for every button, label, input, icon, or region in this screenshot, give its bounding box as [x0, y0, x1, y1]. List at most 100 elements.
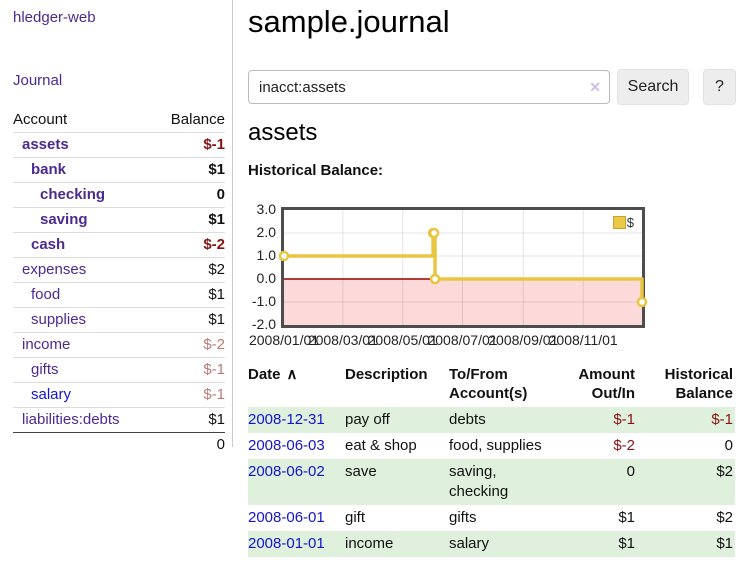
register-header-date[interactable]: Date ∧ — [248, 366, 298, 383]
account-row: bank $1 — [13, 157, 225, 183]
account-balance: $-1 — [153, 382, 225, 408]
transaction-amount: $-1 — [613, 411, 635, 428]
x-axis-tick-label: 2008/07/01 — [427, 332, 498, 348]
page-title: sample.journal — [248, 4, 450, 39]
account-balance: $1 — [153, 407, 225, 433]
account-balance: $1 — [153, 282, 225, 308]
transaction-description: income — [345, 535, 394, 552]
transaction-accounts: salary — [449, 535, 490, 552]
account-row: liabilities:debts $1 — [13, 407, 225, 433]
transaction-description: gift — [345, 509, 366, 526]
register-header-description: Description — [345, 366, 428, 383]
account-link[interactable]: assets — [22, 136, 69, 153]
accounts-total-value: 0 — [153, 432, 225, 457]
chart-legend: $ — [612, 215, 634, 230]
account-link[interactable]: liabilities:debts — [22, 411, 120, 428]
account-link[interactable]: food — [31, 286, 61, 303]
account-balance: 0 — [153, 182, 225, 208]
register-table: Date ∧ Description To/From Account(s) Amount… — [248, 363, 735, 557]
account-row: checking 0 — [13, 182, 225, 208]
search-bar: ✕ Search ? — [248, 69, 736, 105]
y-axis-tick-label: 1.0 — [256, 247, 276, 263]
register-row: 2008-06-02 save saving, checking 0 $2 — [248, 459, 735, 505]
account-balance: $1 — [153, 307, 225, 333]
register-header-to/from: To/From Account(s) — [449, 366, 528, 402]
x-axis-tick-label: 2008/09/01 — [488, 332, 559, 348]
y-axis-tick-label: -2.0 — [251, 316, 276, 332]
transaction-accounts: saving, checking — [449, 463, 509, 500]
transaction-balance: $2 — [716, 463, 733, 480]
account-link[interactable]: gifts — [31, 361, 59, 378]
transaction-description: save — [345, 463, 377, 480]
account-row: food $1 — [13, 282, 225, 308]
transaction-date-link[interactable]: 2008-12-31 — [248, 411, 325, 428]
transaction-accounts: debts — [449, 411, 486, 428]
account-heading: assets — [248, 119, 318, 146]
transaction-date-link[interactable]: 2008-06-03 — [248, 437, 325, 454]
account-link[interactable]: checking — [40, 186, 106, 203]
x-axis-tick-label: 2008/03/01 — [307, 332, 378, 348]
transaction-date-link[interactable]: 2008-01-01 — [248, 535, 325, 552]
accounts-table: Account Balance assets $-1 bank $1 checking 0… — [13, 108, 225, 457]
account-balance: $1 — [153, 157, 225, 183]
account-row: cash $-2 — [13, 232, 225, 258]
account-balance: $2 — [153, 257, 225, 283]
transaction-balance: $1 — [716, 535, 733, 552]
y-axis-tick-label: 0.0 — [256, 270, 276, 286]
account-link[interactable]: bank — [31, 161, 67, 178]
transaction-balance: $2 — [716, 509, 733, 526]
account-row: expenses $2 — [13, 257, 225, 283]
account-balance: $-1 — [153, 132, 225, 158]
account-balance: $-1 — [153, 357, 225, 383]
x-axis-tick-label: 2008/01/01 — [248, 332, 320, 348]
transaction-accounts: gifts — [449, 509, 477, 526]
transaction-date-link[interactable]: 2008-06-01 — [248, 509, 325, 526]
y-axis-tick-label: 2.0 — [256, 224, 276, 240]
x-axis-tick-label: 2008/05/01 — [367, 332, 438, 348]
chart-canvas — [278, 210, 648, 325]
account-balance: $-2 — [153, 332, 225, 358]
chart-title: Historical Balance: — [248, 162, 384, 179]
account-row: supplies $1 — [13, 307, 225, 333]
app-brand-link[interactable]: hledger-web — [13, 9, 96, 26]
transaction-description: eat & shop — [345, 437, 417, 454]
historical-balance-chart: $ 3.0 2.0 1.0 0.0 -1.0 -2.0 2008/01/01 2008/03/… — [248, 186, 735, 348]
account-row: saving $1 — [13, 207, 225, 233]
y-axis-tick-label: -1.0 — [251, 293, 276, 309]
account-link[interactable]: expenses — [22, 261, 87, 278]
legend-label: $ — [626, 215, 634, 230]
transaction-date-link[interactable]: 2008-06-02 — [248, 463, 325, 480]
accounts-header-balance: Balance — [170, 111, 225, 128]
transaction-accounts: food, supplies — [449, 437, 542, 454]
transaction-amount: $1 — [618, 535, 635, 552]
register-header-historical: Historical Balance — [664, 366, 733, 402]
register-header-amount: Amount Out/In — [578, 366, 635, 402]
account-link[interactable]: saving — [40, 211, 88, 228]
sidebar-item-journal[interactable]: Journal — [13, 72, 63, 89]
accounts-total-row: 0 — [13, 432, 225, 457]
account-link[interactable]: income — [22, 336, 71, 353]
account-balance: $1 — [153, 207, 225, 233]
search-input[interactable] — [248, 70, 610, 104]
account-link[interactable]: cash — [31, 236, 66, 253]
transaction-balance: $-1 — [711, 411, 733, 428]
transaction-amount: $-2 — [613, 437, 635, 454]
register-row: 2008-06-03 eat & shop food, supplies $-2 0 — [248, 433, 735, 459]
help-button[interactable]: ? — [703, 69, 736, 105]
x-axis-tick-label: 2008/11/01 — [548, 332, 618, 348]
search-button[interactable]: Search — [617, 69, 689, 105]
sort-ascending-icon[interactable]: ∧ — [286, 366, 298, 383]
account-row: salary $-1 — [13, 382, 225, 408]
register-row: 2008-01-01 income salary $1 $1 — [248, 531, 735, 557]
clear-search-icon[interactable]: ✕ — [589, 79, 601, 95]
account-balance: $-2 — [153, 232, 225, 258]
transaction-description: pay off — [345, 411, 390, 428]
accounts-header-account: Account — [13, 111, 68, 128]
account-row: gifts $-1 — [13, 357, 225, 383]
chart-plot-area: $ — [278, 207, 648, 328]
account-link[interactable]: supplies — [31, 311, 87, 328]
main-content: sample.journal ✕ Search ? assets Histori… — [248, 0, 736, 557]
y-axis-tick-label: 3.0 — [256, 201, 276, 217]
account-link[interactable]: salary — [31, 386, 72, 403]
register-row: 2008-12-31 pay off debts $-1 $-1 — [248, 407, 735, 433]
